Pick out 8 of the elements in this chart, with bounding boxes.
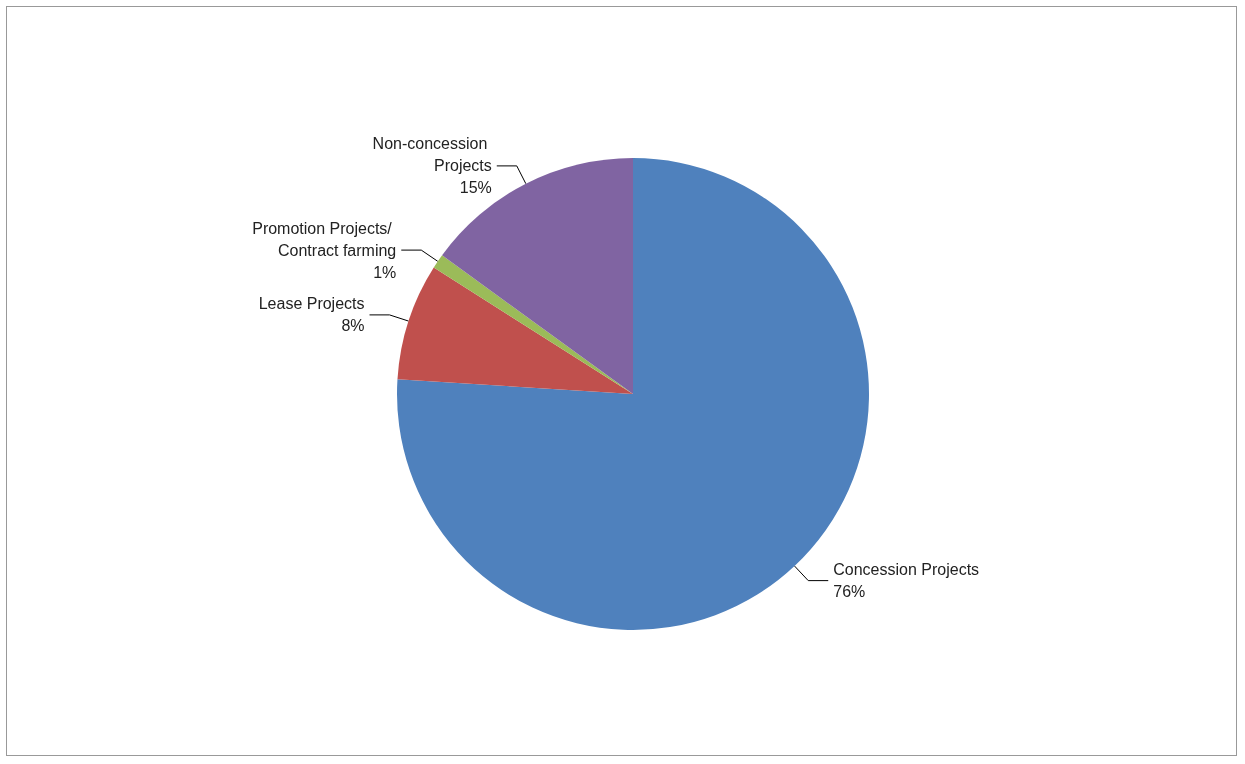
slice-label: Non-concession Projects (372, 135, 492, 175)
data-label: 76% (833, 583, 866, 601)
data-label: 8% (341, 317, 365, 335)
slice-label: Lease Projects (258, 295, 365, 313)
data-label: 15% (459, 179, 492, 197)
data-label: 1% (373, 263, 397, 281)
slice-label: Promotion Projects/ Contract farming (252, 219, 397, 259)
slice-label: Concession Projects (833, 561, 980, 579)
